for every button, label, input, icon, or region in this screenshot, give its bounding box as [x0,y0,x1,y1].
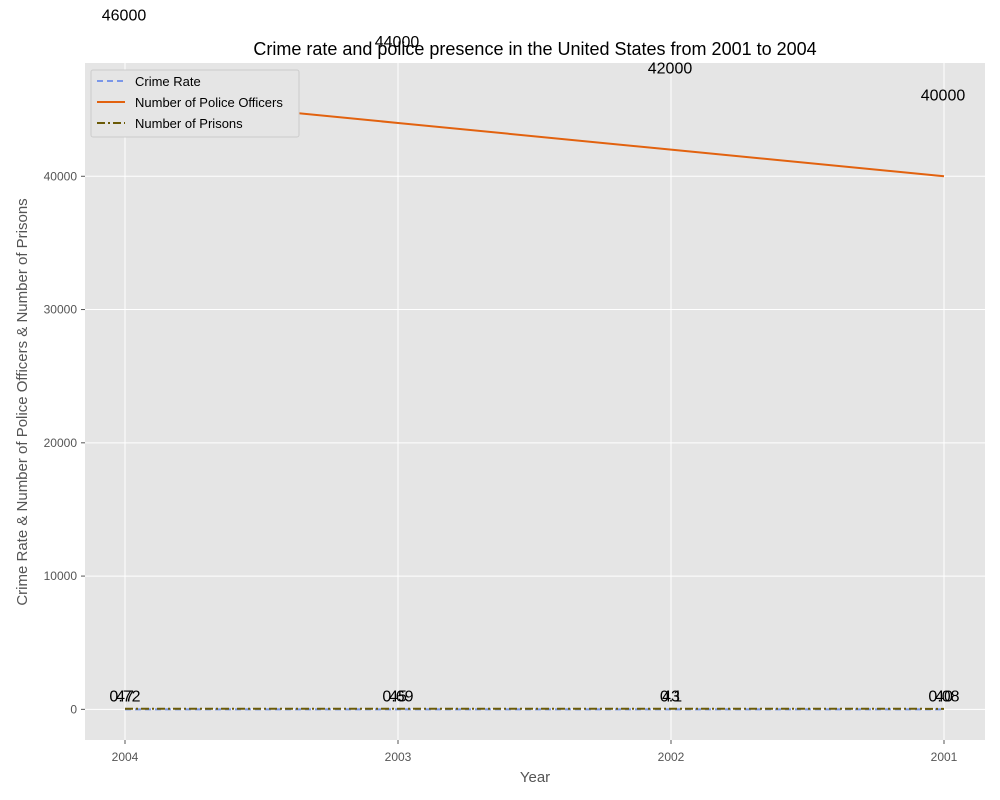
data-label-2-2: 43 [662,688,680,705]
y-tick-label: 40000 [44,169,78,183]
legend-label-police-officers: Number of Police Officers [135,95,283,110]
x-axis-label: Year [520,769,550,786]
data-label-1-1: 44000 [375,34,420,51]
x-tick-label: 2004 [112,750,139,764]
x-tick-label: 2003 [385,750,412,764]
x-tick-label: 2002 [658,750,685,764]
x-tick-label: 2001 [931,750,958,764]
y-tick-label: 0 [70,702,77,716]
y-tick-label: 10000 [44,569,78,583]
data-label-1-3: 40000 [921,87,966,104]
legend: Crime Rate Number of Police Officers Num… [90,69,300,138]
chart-title: Crime rate and police presence in the Un… [253,39,816,59]
legend-label-prisons: Number of Prisons [135,116,243,131]
legend-label-crime-rate: Crime Rate [135,74,201,89]
y-axis-ticks: 0 10000 20000 30000 40000 [44,169,85,716]
data-label-0-0: 0.72 [109,688,140,705]
data-label-1-0: 46000 [102,7,147,24]
data-label-2-1: 45 [389,688,407,705]
data-label-0-2: 0.1 [660,688,682,705]
data-label-2-0: 47 [116,688,134,705]
data-label-0-3: 0.08 [928,688,959,705]
data-label-0-1: 0.69 [382,688,413,705]
data-labels: 0.72 0.69 0.1 0.08 46000 44000 42000 40000 47 45 4… [102,7,966,705]
data-label-2-3: 40 [935,688,953,705]
y-tick-label: 20000 [44,436,78,450]
x-axis-ticks: 2004 2003 2002 2001 [112,740,958,764]
legend-box [90,69,300,138]
y-axis-label: Crime Rate & Number of Police Officers &… [14,198,31,605]
plot-background [85,63,985,740]
y-tick-label: 30000 [44,303,78,317]
data-label-1-2: 42000 [648,61,693,78]
